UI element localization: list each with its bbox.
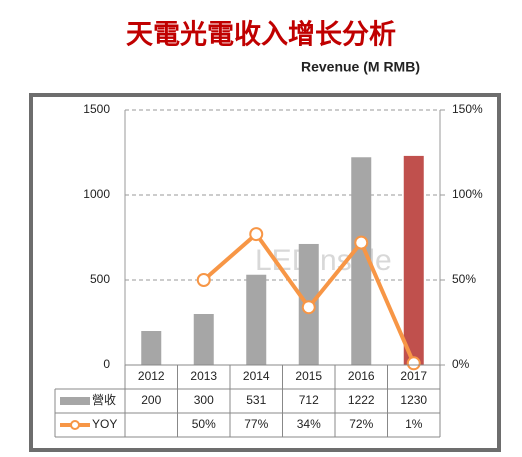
line-marker [354, 235, 369, 250]
legend-label: YOY [92, 417, 117, 431]
line-marker [196, 273, 211, 287]
line-marker [301, 300, 316, 315]
x-tick-label: 2012 [138, 369, 165, 383]
table-value: 1% [405, 417, 423, 431]
y2-tick-label: 50% [452, 272, 476, 286]
line-marker [406, 356, 421, 371]
table-value: 34% [297, 417, 321, 431]
table-value: 77% [244, 417, 268, 431]
y-tick-label: 0 [103, 357, 110, 371]
table-value: 712 [299, 393, 319, 407]
x-tick-label: 2013 [190, 369, 217, 383]
chart-subtitle: Revenue (M RMB) [301, 59, 420, 75]
x-tick-label: 2015 [295, 369, 322, 383]
table-value: 1222 [348, 393, 375, 407]
y-tick-label: 500 [90, 272, 110, 286]
x-tick-label: 2014 [243, 369, 270, 383]
table-value: 1230 [400, 393, 427, 407]
y2-tick-label: 100% [452, 187, 483, 201]
bar [193, 314, 214, 365]
bar [141, 331, 162, 365]
x-tick-label: 2016 [348, 369, 375, 383]
line-marker [249, 227, 264, 242]
legend-swatch [60, 397, 90, 405]
table-value: 531 [246, 393, 266, 407]
table-value: 50% [192, 417, 216, 431]
legend-marker [70, 420, 80, 430]
table-value: 200 [141, 393, 161, 407]
y2-tick-label: 150% [452, 102, 483, 116]
y2-tick-label: 0% [452, 357, 470, 371]
y-tick-label: 1500 [83, 102, 110, 116]
table-value: 300 [194, 393, 214, 407]
y-tick-label: 1000 [83, 187, 110, 201]
x-tick-label: 2017 [400, 369, 427, 383]
bar [246, 274, 267, 365]
bar [351, 157, 372, 365]
chart-title: 天電光電收入增长分析 [126, 19, 396, 51]
legend-label: 營收 [92, 393, 116, 407]
table-value: 72% [349, 417, 373, 431]
bar [403, 155, 424, 365]
